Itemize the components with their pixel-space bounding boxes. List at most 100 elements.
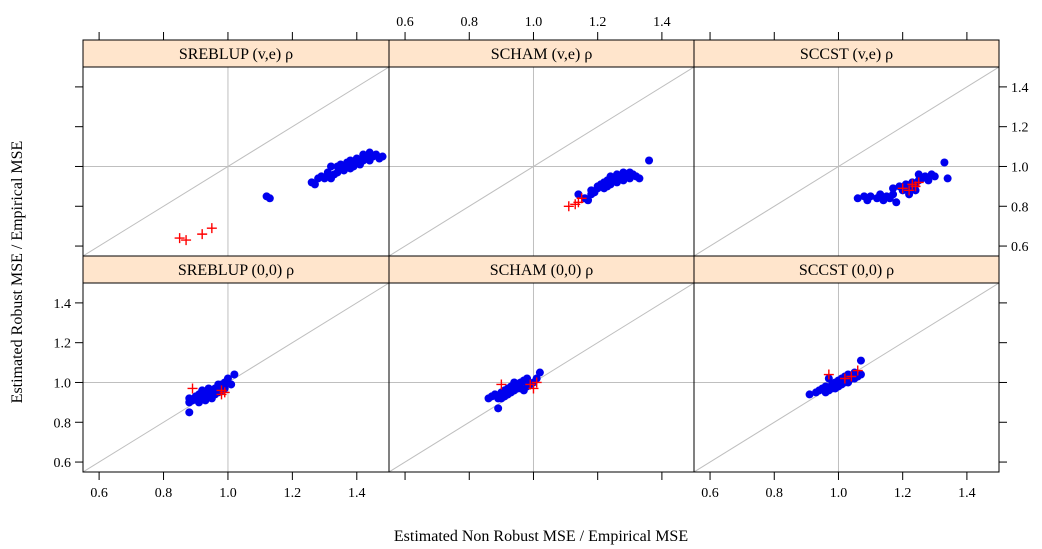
data-point [619,176,628,185]
y-tick-label: 1.0 [1011,160,1029,175]
panel: SCHAM (v,e) ρ 0.6 0.8 1.0 1.2 1.4 [388,15,695,257]
data-point [866,192,875,201]
y-tick-label: 0.6 [1011,240,1029,255]
data-point [574,190,583,199]
panel-title: SREBLUP (0,0) ρ [178,262,294,279]
cross-point [907,179,918,190]
plot-area [83,67,389,256]
cross-point [531,377,542,388]
x-tick-label: 1.2 [894,486,912,501]
data-point [889,184,898,193]
data-point [223,374,232,383]
panel-title: SREBLUP (v,e) ρ [179,46,293,63]
x-tick-label: 1.4 [348,486,366,501]
y-tick-label: 0.6 [54,456,72,471]
x-tick-label: 0.8 [766,486,784,501]
data-point [352,154,361,163]
data-point [185,408,194,417]
cross-point [197,229,208,240]
data-point [603,182,612,191]
x-tick-label: 0.6 [396,15,414,30]
cross-point [913,177,924,188]
cross-point [846,371,857,382]
y-tick-label: 1.2 [54,337,72,352]
panel-strip [388,255,695,284]
y-tick-label: 1.0 [54,376,72,391]
data-point [856,356,865,365]
data-point [940,158,949,167]
panel: SCCST (v,e) ρ 0.6 0.8 1.0 1.2 1.4 [693,32,1029,257]
data-point [510,378,519,387]
data-point [805,390,814,399]
panel: SREBLUP (v,e) ρ [75,32,390,257]
cross-point [823,369,834,380]
plot-area [694,283,999,472]
data-point [227,380,236,389]
panel: SCCST (0,0) ρ 0.6 0.8 1.0 1.2 1.4 [693,255,1007,501]
x-tick-label: 1.0 [219,486,237,501]
data-point [892,198,901,207]
data-point [346,156,355,165]
data-point [943,174,952,183]
x-tick-label: 0.8 [461,15,479,30]
plot-area [83,283,389,472]
data-point [914,170,923,179]
data-point [204,384,213,393]
x-tick-label: 1.0 [830,486,848,501]
y-tick-label: 1.4 [1011,81,1029,96]
data-point [214,380,223,389]
panel: SCHAM (0,0) ρ [388,255,695,480]
x-tick-label: 1.4 [653,15,671,30]
data-point [198,386,207,395]
x-tick-label: 0.6 [90,486,108,501]
plot-area [389,67,694,256]
data-point [523,374,532,383]
panel-title: SCHAM (v,e) ρ [491,46,593,63]
x-tick-label: 1.2 [284,486,302,501]
data-point [378,152,387,161]
cross-point [496,379,507,390]
x-axis-label: Estimated Non Robust MSE / Empirical MSE [394,528,688,545]
data-point [853,194,862,203]
panel-title: SCHAM (0,0) ρ [490,262,594,279]
y-tick-label: 0.8 [1011,200,1029,215]
x-tick-label: 1.0 [525,15,543,30]
cross-point [852,365,863,376]
data-point [310,180,319,189]
cross-point [839,373,850,384]
x-tick-label: 1.4 [958,486,976,501]
data-point [856,370,865,379]
panel-title: SCCST (v,e) ρ [800,46,893,63]
data-point [924,176,933,185]
diagonal-reference-line [389,67,694,256]
y-tick-label: 0.8 [54,416,72,431]
x-tick-label: 0.6 [701,486,719,501]
data-point [876,190,885,199]
diagonal-reference-line [83,67,389,256]
data-point [230,370,239,379]
panel-strip [82,39,390,68]
panel-grid: SREBLUP (v,e) ρ SCHAM (v,e) ρ 0.6 0.8 1.0 1.2… [54,15,1029,501]
data-point [339,166,348,175]
data-point [844,378,853,387]
panel-strip [82,255,390,284]
data-point [327,162,336,171]
data-point [635,174,644,183]
diagonal-reference-line [694,67,999,256]
cross-point [187,383,198,394]
diagonal-reference-line [389,283,694,472]
data-point [265,194,274,203]
panel-title: SCCST (0,0) ρ [799,262,894,279]
data-point [645,156,654,165]
cross-point [174,233,185,244]
cross-point [904,185,915,196]
cross-point [570,199,581,210]
data-point [612,178,621,187]
x-tick-label: 1.2 [589,15,607,30]
data-point [323,168,332,177]
cross-point [897,183,908,194]
cross-point [576,193,587,204]
panel-strip [693,255,1000,284]
plot-area [389,283,694,472]
